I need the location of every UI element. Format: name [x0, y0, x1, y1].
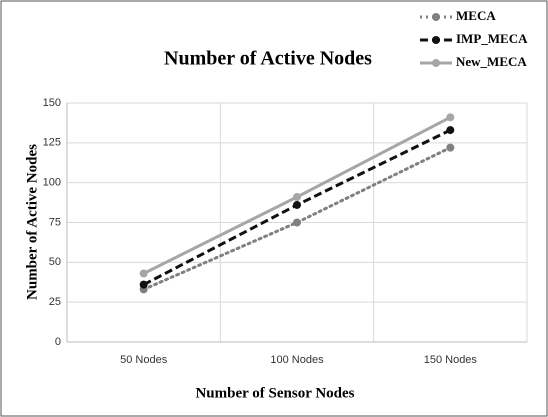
- x-tick-label: 100 Nodes: [270, 354, 324, 366]
- y-tick-label: 125: [43, 137, 61, 149]
- y-tick-label: 75: [49, 216, 61, 228]
- point: [293, 200, 301, 209]
- y-tick-label: 50: [49, 256, 61, 268]
- legend-marker: [432, 13, 440, 21]
- point: [446, 143, 455, 152]
- x-axis-label: Number of Sensor Nodes: [195, 385, 354, 401]
- legend-label: MECA: [456, 8, 496, 23]
- point: [139, 269, 148, 278]
- y-tick-label: 25: [49, 296, 61, 308]
- y-axis-label: Number of Active Nodes: [24, 144, 40, 300]
- point: [446, 113, 455, 122]
- chart-title: Number of Active Nodes: [164, 48, 372, 70]
- point: [293, 218, 301, 227]
- x-tick-label: 50 Nodes: [120, 354, 168, 366]
- y-tick-label: 100: [43, 177, 61, 189]
- x-tick-label: 150 Nodes: [424, 354, 478, 366]
- point: [139, 280, 148, 289]
- legend-label: New_MECA: [456, 54, 527, 69]
- legend-label: IMP_MECA: [456, 31, 528, 46]
- y-tick-label: 150: [43, 97, 61, 109]
- point: [446, 126, 455, 135]
- point: [293, 193, 301, 202]
- y-tick-label: 0: [55, 336, 61, 348]
- legend-marker: [432, 59, 440, 67]
- legend-marker: [432, 36, 440, 44]
